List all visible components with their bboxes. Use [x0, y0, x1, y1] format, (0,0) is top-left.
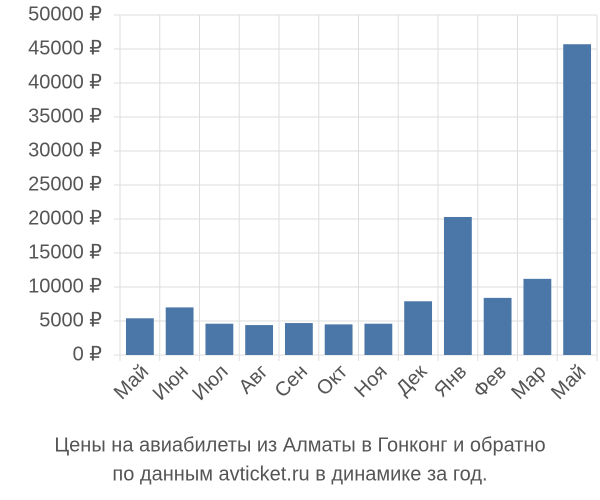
bar: [324, 324, 353, 355]
x-tick-label: Мар: [507, 361, 550, 404]
x-tick-label: Фев: [469, 361, 511, 403]
x-tick-label: Окт: [313, 361, 352, 400]
bar: [443, 216, 472, 355]
y-tick-label: 0 ₽: [73, 343, 103, 365]
bar: [165, 307, 194, 355]
chart-title: по данным avticket.ru в динамике за год.: [112, 463, 487, 485]
x-tick-label: Июл: [188, 361, 232, 405]
x-tick-label: Июн: [149, 361, 193, 405]
y-tick-label: 40000 ₽: [28, 71, 102, 93]
y-tick-label: 45000 ₽: [28, 37, 102, 59]
x-tick-label: Дек: [392, 361, 431, 400]
y-tick-label: 20000 ₽: [28, 207, 102, 229]
y-tick-label: 15000 ₽: [28, 241, 102, 263]
x-tick-label: Янв: [430, 361, 471, 402]
x-tick-label: Май: [547, 361, 590, 404]
chart-title: Цены на авиабилеты из Алматы в Гонконг и…: [54, 434, 545, 456]
y-tick-label: 25000 ₽: [28, 173, 102, 195]
bar: [483, 297, 512, 355]
y-tick-label: 10000 ₽: [28, 275, 102, 297]
bar: [563, 44, 592, 356]
y-tick-label: 50000 ₽: [28, 3, 102, 25]
bar: [125, 318, 154, 355]
x-tick-label: Май: [110, 361, 153, 404]
bar: [404, 301, 433, 355]
y-tick-label: 30000 ₽: [28, 139, 102, 161]
bar: [523, 278, 552, 355]
y-tick-label: 35000 ₽: [28, 105, 102, 127]
x-tick-label: Ноя: [350, 361, 391, 402]
bar: [205, 323, 234, 355]
bar: [284, 323, 313, 355]
x-tick-label: Авг: [235, 361, 273, 399]
bar: [245, 325, 274, 355]
bar: [364, 323, 393, 355]
y-tick-label: 5000 ₽: [39, 309, 102, 331]
x-tick-label: Сен: [271, 361, 312, 402]
